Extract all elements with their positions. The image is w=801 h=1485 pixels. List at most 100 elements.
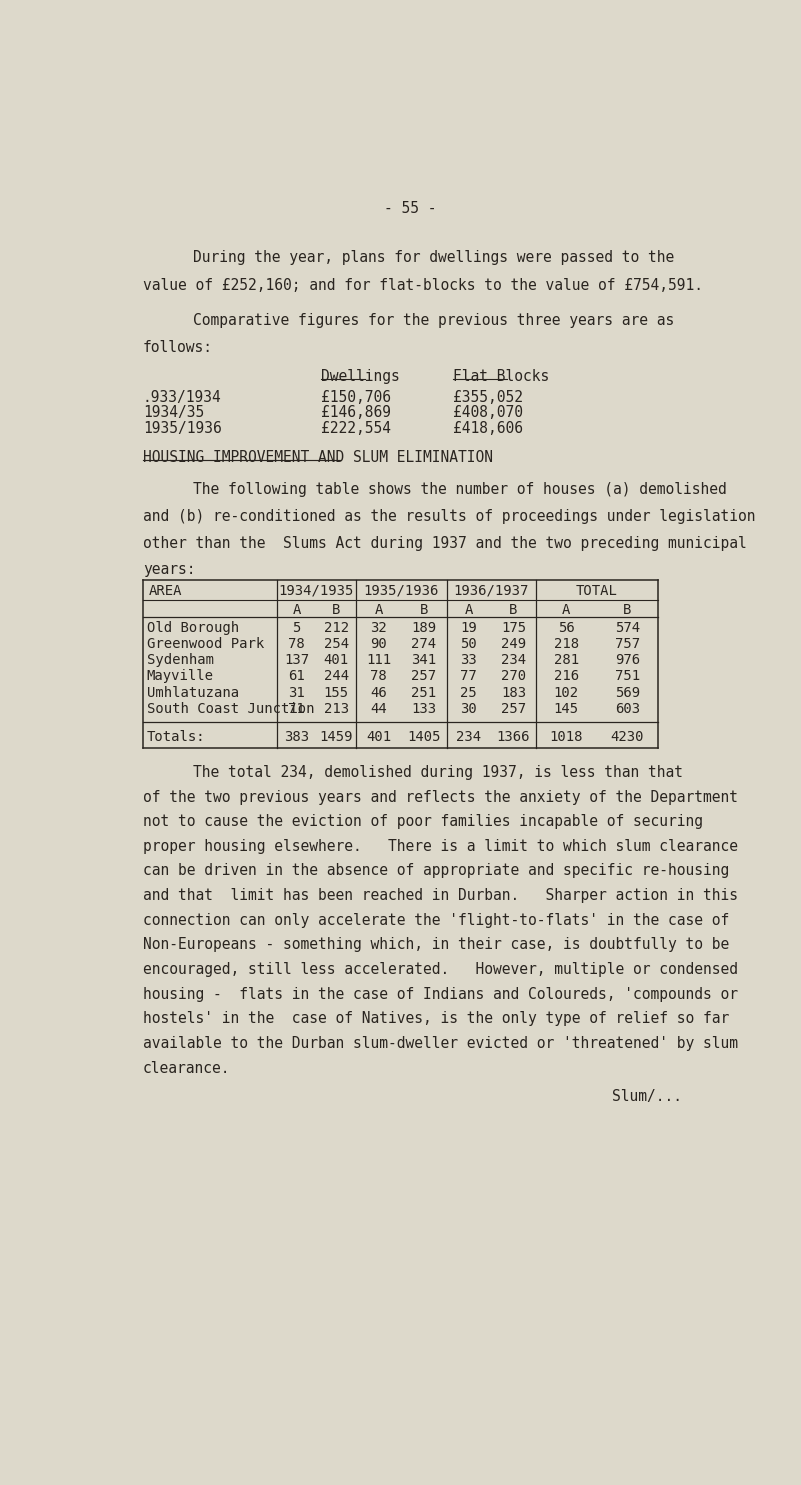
Text: 56: 56 (558, 621, 574, 636)
Text: £408,070: £408,070 (453, 405, 523, 420)
Text: available to the Durban slum-dweller evicted or 'threatened' by slum: available to the Durban slum-dweller evi… (143, 1037, 738, 1051)
Text: A: A (562, 603, 570, 618)
Text: 1934/1935: 1934/1935 (279, 584, 354, 598)
Text: 234: 234 (501, 653, 526, 667)
Text: Greenwood Park: Greenwood Park (147, 637, 264, 650)
Text: 183: 183 (501, 686, 526, 699)
Text: A: A (465, 603, 473, 618)
Text: 137: 137 (284, 653, 309, 667)
Text: Old Borough: Old Borough (147, 621, 239, 636)
Text: 145: 145 (553, 702, 579, 716)
Text: A: A (374, 603, 383, 618)
Text: housing -  flats in the case of Indians and Coloureds, 'compounds or: housing - flats in the case of Indians a… (143, 986, 738, 1002)
Text: 44: 44 (370, 702, 387, 716)
Text: £418,606: £418,606 (453, 420, 523, 435)
Text: years:: years: (143, 561, 195, 576)
Text: 254: 254 (324, 637, 348, 650)
Text: 19: 19 (461, 621, 477, 636)
Text: 46: 46 (370, 686, 387, 699)
Text: 32: 32 (370, 621, 387, 636)
Text: 30: 30 (461, 702, 477, 716)
Text: 569: 569 (615, 686, 640, 699)
Text: other than the  Slums Act during 1937 and the two preceding municipal: other than the Slums Act during 1937 and… (143, 536, 747, 551)
Text: Mayville: Mayville (147, 670, 214, 683)
Text: follows:: follows: (143, 340, 213, 355)
Text: 189: 189 (412, 621, 437, 636)
Text: Dwellings: Dwellings (321, 370, 400, 385)
Text: 133: 133 (412, 702, 437, 716)
Text: 603: 603 (615, 702, 640, 716)
Text: 111: 111 (366, 653, 391, 667)
Text: hostels' in the  case of Natives, is the only type of relief so far: hostels' in the case of Natives, is the … (143, 1011, 729, 1026)
Text: 234: 234 (457, 729, 481, 744)
Text: 401: 401 (366, 729, 391, 744)
Text: The following table shows the number of houses (a) demolished: The following table shows the number of … (193, 481, 727, 496)
Text: not to cause the eviction of poor families incapable of securing: not to cause the eviction of poor famili… (143, 814, 702, 829)
Text: 244: 244 (324, 670, 348, 683)
Text: 976: 976 (615, 653, 640, 667)
Text: 102: 102 (553, 686, 579, 699)
Text: Comparative figures for the previous three years are as: Comparative figures for the previous thr… (193, 313, 674, 328)
Text: TOTAL: TOTAL (576, 584, 618, 598)
Text: 1459: 1459 (320, 729, 353, 744)
Text: can be driven in the absence of appropriate and specific re-housing: can be driven in the absence of appropri… (143, 863, 729, 879)
Text: 341: 341 (412, 653, 437, 667)
Text: B: B (332, 603, 340, 618)
Text: 757: 757 (615, 637, 640, 650)
Text: 218: 218 (553, 637, 579, 650)
Text: 78: 78 (288, 637, 305, 650)
Text: 213: 213 (324, 702, 348, 716)
Text: 155: 155 (324, 686, 348, 699)
Text: AREA: AREA (149, 584, 183, 598)
Text: and that  limit has been reached in Durban.   Sharper action in this: and that limit has been reached in Durba… (143, 888, 738, 903)
Text: South Coast Junction: South Coast Junction (147, 702, 314, 716)
Text: 257: 257 (412, 670, 437, 683)
Text: of the two previous years and reflects the anxiety of the Department: of the two previous years and reflects t… (143, 790, 738, 805)
Text: £222,554: £222,554 (321, 420, 391, 435)
Text: 1935/1936: 1935/1936 (143, 420, 222, 435)
Text: 1366: 1366 (497, 729, 530, 744)
Text: 4230: 4230 (611, 729, 644, 744)
Text: 90: 90 (370, 637, 387, 650)
Text: clearance.: clearance. (143, 1060, 230, 1075)
Text: encouraged, still less accelerated.   However, multiple or condensed: encouraged, still less accelerated. Howe… (143, 962, 738, 977)
Text: 1018: 1018 (549, 729, 583, 744)
Text: HOUSING IMPROVEMENT AND SLUM ELIMINATION: HOUSING IMPROVEMENT AND SLUM ELIMINATION (143, 450, 493, 465)
Text: 281: 281 (553, 653, 579, 667)
Text: B: B (509, 603, 517, 618)
Text: 216: 216 (553, 670, 579, 683)
Text: £355,052: £355,052 (453, 391, 523, 405)
Text: 25: 25 (461, 686, 477, 699)
Text: 249: 249 (501, 637, 526, 650)
Text: Sydenham: Sydenham (147, 653, 214, 667)
Text: 274: 274 (412, 637, 437, 650)
Text: 751: 751 (615, 670, 640, 683)
Text: During the year, plans for dwellings were passed to the: During the year, plans for dwellings wer… (193, 249, 674, 264)
Text: 77: 77 (461, 670, 477, 683)
Text: 31: 31 (288, 686, 305, 699)
Text: 1935/1936: 1935/1936 (364, 584, 439, 598)
Text: 78: 78 (370, 670, 387, 683)
Text: and (b) re-conditioned as the results of proceedings under legislation: and (b) re-conditioned as the results of… (143, 509, 755, 524)
Text: £150,706: £150,706 (321, 391, 391, 405)
Text: Totals:: Totals: (147, 729, 205, 744)
Text: 175: 175 (501, 621, 526, 636)
Text: 1934/35: 1934/35 (143, 405, 204, 420)
Text: £146,869: £146,869 (321, 405, 391, 420)
Text: 251: 251 (412, 686, 437, 699)
Text: Flat Blocks: Flat Blocks (453, 370, 549, 385)
Text: 383: 383 (284, 729, 309, 744)
Text: 574: 574 (615, 621, 640, 636)
Text: B: B (623, 603, 632, 618)
Text: 71: 71 (288, 702, 305, 716)
Text: .933/1934: .933/1934 (143, 391, 222, 405)
Text: 5: 5 (292, 621, 300, 636)
Text: A: A (292, 603, 300, 618)
Text: 1936/1937: 1936/1937 (453, 584, 529, 598)
Text: connection can only accelerate the 'flight-to-flats' in the case of: connection can only accelerate the 'flig… (143, 913, 729, 928)
Text: proper housing elsewhere.   There is a limit to which slum clearance: proper housing elsewhere. There is a lim… (143, 839, 738, 854)
Text: B: B (420, 603, 428, 618)
Text: - 55 -: - 55 - (384, 202, 437, 217)
Text: 61: 61 (288, 670, 305, 683)
Text: Slum/...: Slum/... (612, 1089, 682, 1105)
